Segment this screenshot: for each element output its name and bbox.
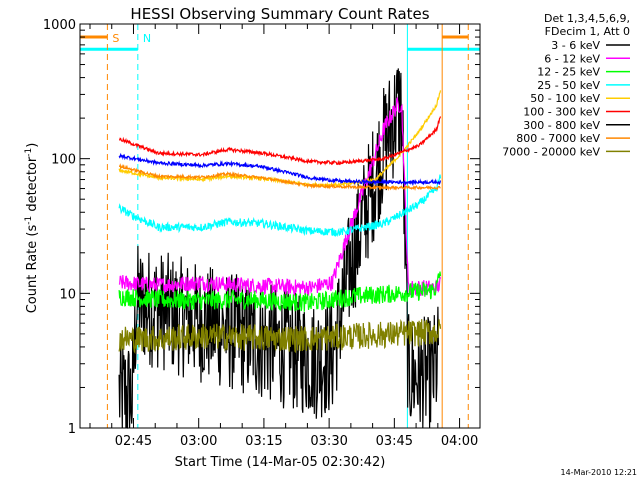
legend-entry-label: 7000 - 20000 keV — [502, 145, 600, 158]
plot-border — [79, 23, 481, 429]
legend: Det 1,3,4,5,6,9,FDecim 1, Att 03 - 6 keV… — [502, 12, 630, 158]
series-line-12-25-kev — [118, 271, 442, 312]
y-tick-label: 10 — [59, 287, 76, 302]
legend-entry-label: 3 - 6 keV — [551, 39, 600, 52]
series-line-unlabeled — [118, 152, 442, 186]
series-line-25-50-kev — [118, 174, 442, 238]
chart-title: HESSI Observing Summary Count Rates — [130, 5, 429, 23]
legend-entry-label: 100 - 300 keV — [523, 106, 600, 119]
marker-label-1: N — [143, 32, 151, 45]
series-line-6-12-kev — [118, 96, 442, 297]
y-tick-label: 100 — [51, 153, 76, 168]
x-tick-label: 03:15 — [245, 434, 282, 449]
plot-frame: 1 10 100 1000 02:45 03:00 03:15 03:30 03:45 04:00 — [43, 18, 481, 449]
series-line-3-6-kev — [118, 68, 439, 429]
y-tick-label: 1 — [68, 422, 76, 437]
legend-header: Det 1,3,4,5,6,9, — [544, 12, 630, 25]
legend-entry-label: 25 - 50 keV — [537, 79, 600, 92]
x-axis-label: Start Time (14-Mar-05 02:30:42) — [175, 455, 386, 470]
series-line-100-300-kev — [119, 116, 442, 166]
marker-label-0: S — [112, 32, 119, 45]
series-line-7000-20000-kev — [118, 318, 442, 355]
y-axis-label: Count Rate (s-1 detector-1) — [24, 143, 40, 314]
legend-entry-label: 50 - 100 keV — [530, 92, 600, 105]
x-tick-label: 02:45 — [115, 434, 152, 449]
legend-entry-label: 12 - 25 keV — [537, 66, 600, 79]
legend-entry-label: 6 - 12 keV — [544, 52, 600, 65]
legend-entry-label: 800 - 7000 keV — [516, 132, 600, 145]
x-tick-label: 04:00 — [441, 434, 478, 449]
x-tick-label: 03:45 — [376, 434, 413, 449]
x-tick-label: 03:30 — [310, 434, 347, 449]
x-tick-label: 03:00 — [180, 434, 217, 449]
legend-header: FDecim 1, Att 0 — [545, 25, 630, 38]
legend-entry-label: 300 - 800 keV — [523, 119, 600, 132]
series-line-50-100-kev — [118, 90, 442, 189]
footer-timestamp: 14-Mar-2010 12:21 — [561, 468, 638, 477]
series-line-800-7000-kev — [119, 163, 441, 192]
y-tick-label: 1000 — [43, 18, 76, 33]
